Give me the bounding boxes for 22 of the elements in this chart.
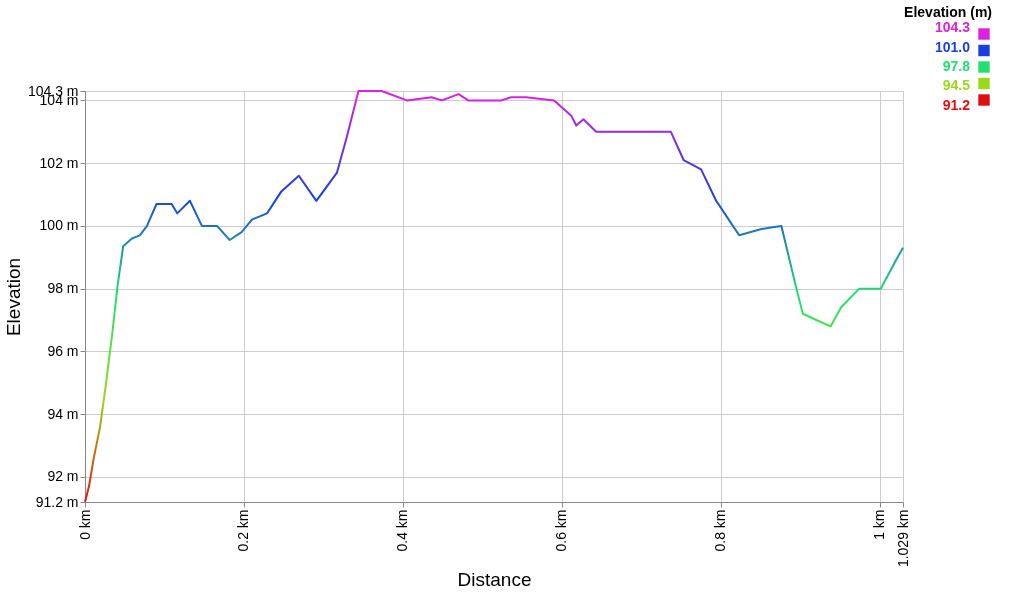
x-tick-label: 0.8 km (712, 509, 729, 552)
x-tick-label: 0.2 km (235, 509, 252, 552)
color-bar-label: 101.0 (934, 38, 971, 55)
x-tick-label: 1 km (871, 509, 888, 540)
color-bar-label: 97.8 (942, 57, 971, 74)
y-tick-label: 92 m (47, 468, 79, 485)
y-axis-title: Elevation (2, 257, 24, 337)
color-bar-label: 91.2 (942, 97, 971, 113)
color-bar-label: 94.5 (942, 77, 971, 94)
x-tick-label: 0 km (76, 509, 93, 540)
x-axis-title: Distance (457, 569, 532, 591)
x-tick-label: 1.029 km (894, 509, 911, 568)
color-bar-title: Elevation (m) (904, 4, 992, 20)
x-tick-label: 0.6 km (553, 509, 570, 552)
x-tick-label: 0.4 km (394, 509, 411, 552)
y-tick-label: 98 m (47, 280, 79, 297)
y-tick-label: 91.2 m (35, 493, 79, 510)
y-tick-label: 102 m (39, 154, 79, 171)
y-tick-label: 100 m (39, 217, 79, 234)
y-tick-label: 96 m (47, 342, 79, 359)
y-tick-label: 94 m (47, 405, 79, 422)
color-bar-label: 104.3 (934, 19, 971, 35)
